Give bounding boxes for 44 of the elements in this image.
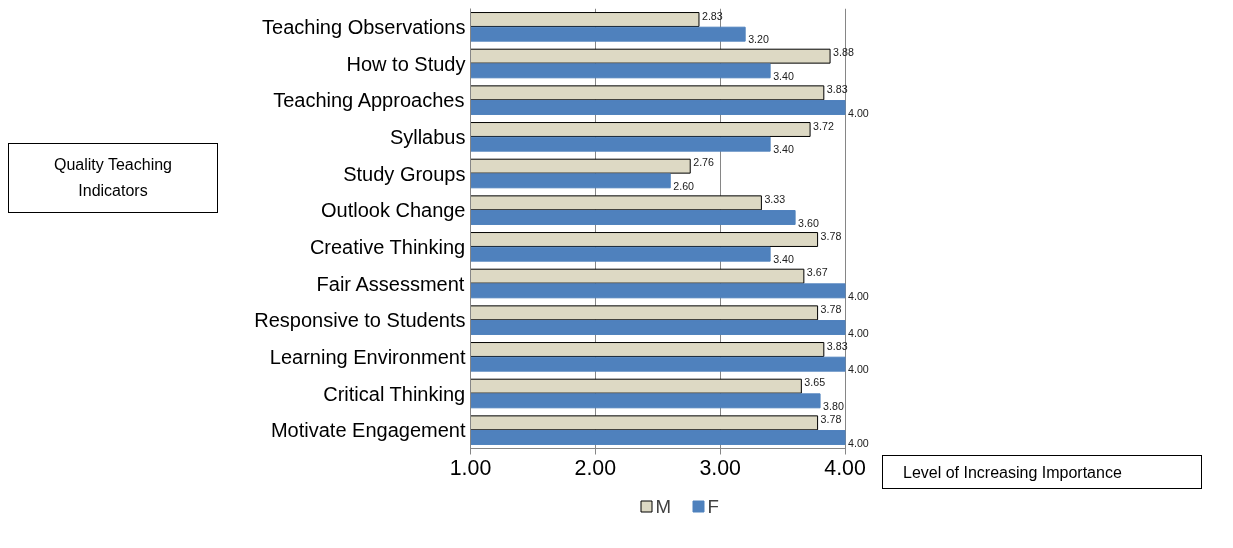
data-label: 4.00: [848, 436, 869, 449]
data-label: 3.40: [773, 253, 794, 266]
x-tick-label: 4.00: [824, 455, 866, 480]
y-tick-label: How to Study: [346, 52, 466, 75]
y-tick-label: Teaching Observations: [262, 15, 466, 38]
data-label: 3.78: [820, 302, 842, 315]
y-tick-label: Learning Environment: [269, 345, 466, 368]
y-tick-label: Critical Thinking: [323, 382, 466, 405]
y-tick-label: Teaching Approaches: [273, 89, 465, 112]
data-label: 3.88: [833, 46, 854, 59]
data-label: 3.83: [826, 82, 848, 95]
data-label: 4.00: [848, 326, 869, 339]
data-label: 3.67: [806, 266, 828, 279]
x-tick-label: 1.00: [449, 455, 492, 480]
data-label: 3.33: [764, 192, 786, 205]
data-label: 2.76: [693, 156, 715, 169]
data-label: 3.40: [773, 69, 794, 82]
data-label: 3.72: [813, 119, 834, 132]
data-label: 3.78: [820, 412, 842, 425]
data-label: 4.00: [848, 106, 869, 119]
data-label: 3.65: [804, 376, 826, 389]
y-tick-label: Fair Assessment: [316, 272, 465, 295]
data-label: 4.00: [848, 363, 869, 376]
data-label: 2.60: [673, 179, 695, 192]
y-tick-label: Outlook Change: [320, 199, 466, 222]
data-label: 4.00: [848, 289, 869, 302]
x-tick-label: 3.00: [699, 455, 742, 480]
data-label: 3.80: [823, 399, 844, 412]
text: Quality Teaching Indicators: [53, 155, 173, 201]
data-label: 3.83: [826, 339, 848, 352]
data-label: 3.40: [773, 143, 794, 156]
data-label: 3.20: [748, 33, 769, 46]
legend-label: M: [655, 496, 672, 517]
y-tick-label: Responsive to Students: [254, 309, 466, 332]
legend-label: F: [707, 496, 719, 517]
text: Level of Increasing Importance: [903, 463, 1122, 483]
y-tick-label: Creative Thinking: [309, 235, 466, 258]
data-label: 3.78: [820, 229, 842, 242]
data-label: 2.83: [701, 9, 723, 22]
data-label: 3.60: [798, 216, 819, 229]
y-tick-label: Study Groups: [343, 162, 466, 185]
y-tick-label: Syllabus: [389, 125, 466, 148]
y-tick-label: Motivate Engagement: [270, 419, 466, 442]
x-tick-label: 2.00: [574, 455, 617, 480]
